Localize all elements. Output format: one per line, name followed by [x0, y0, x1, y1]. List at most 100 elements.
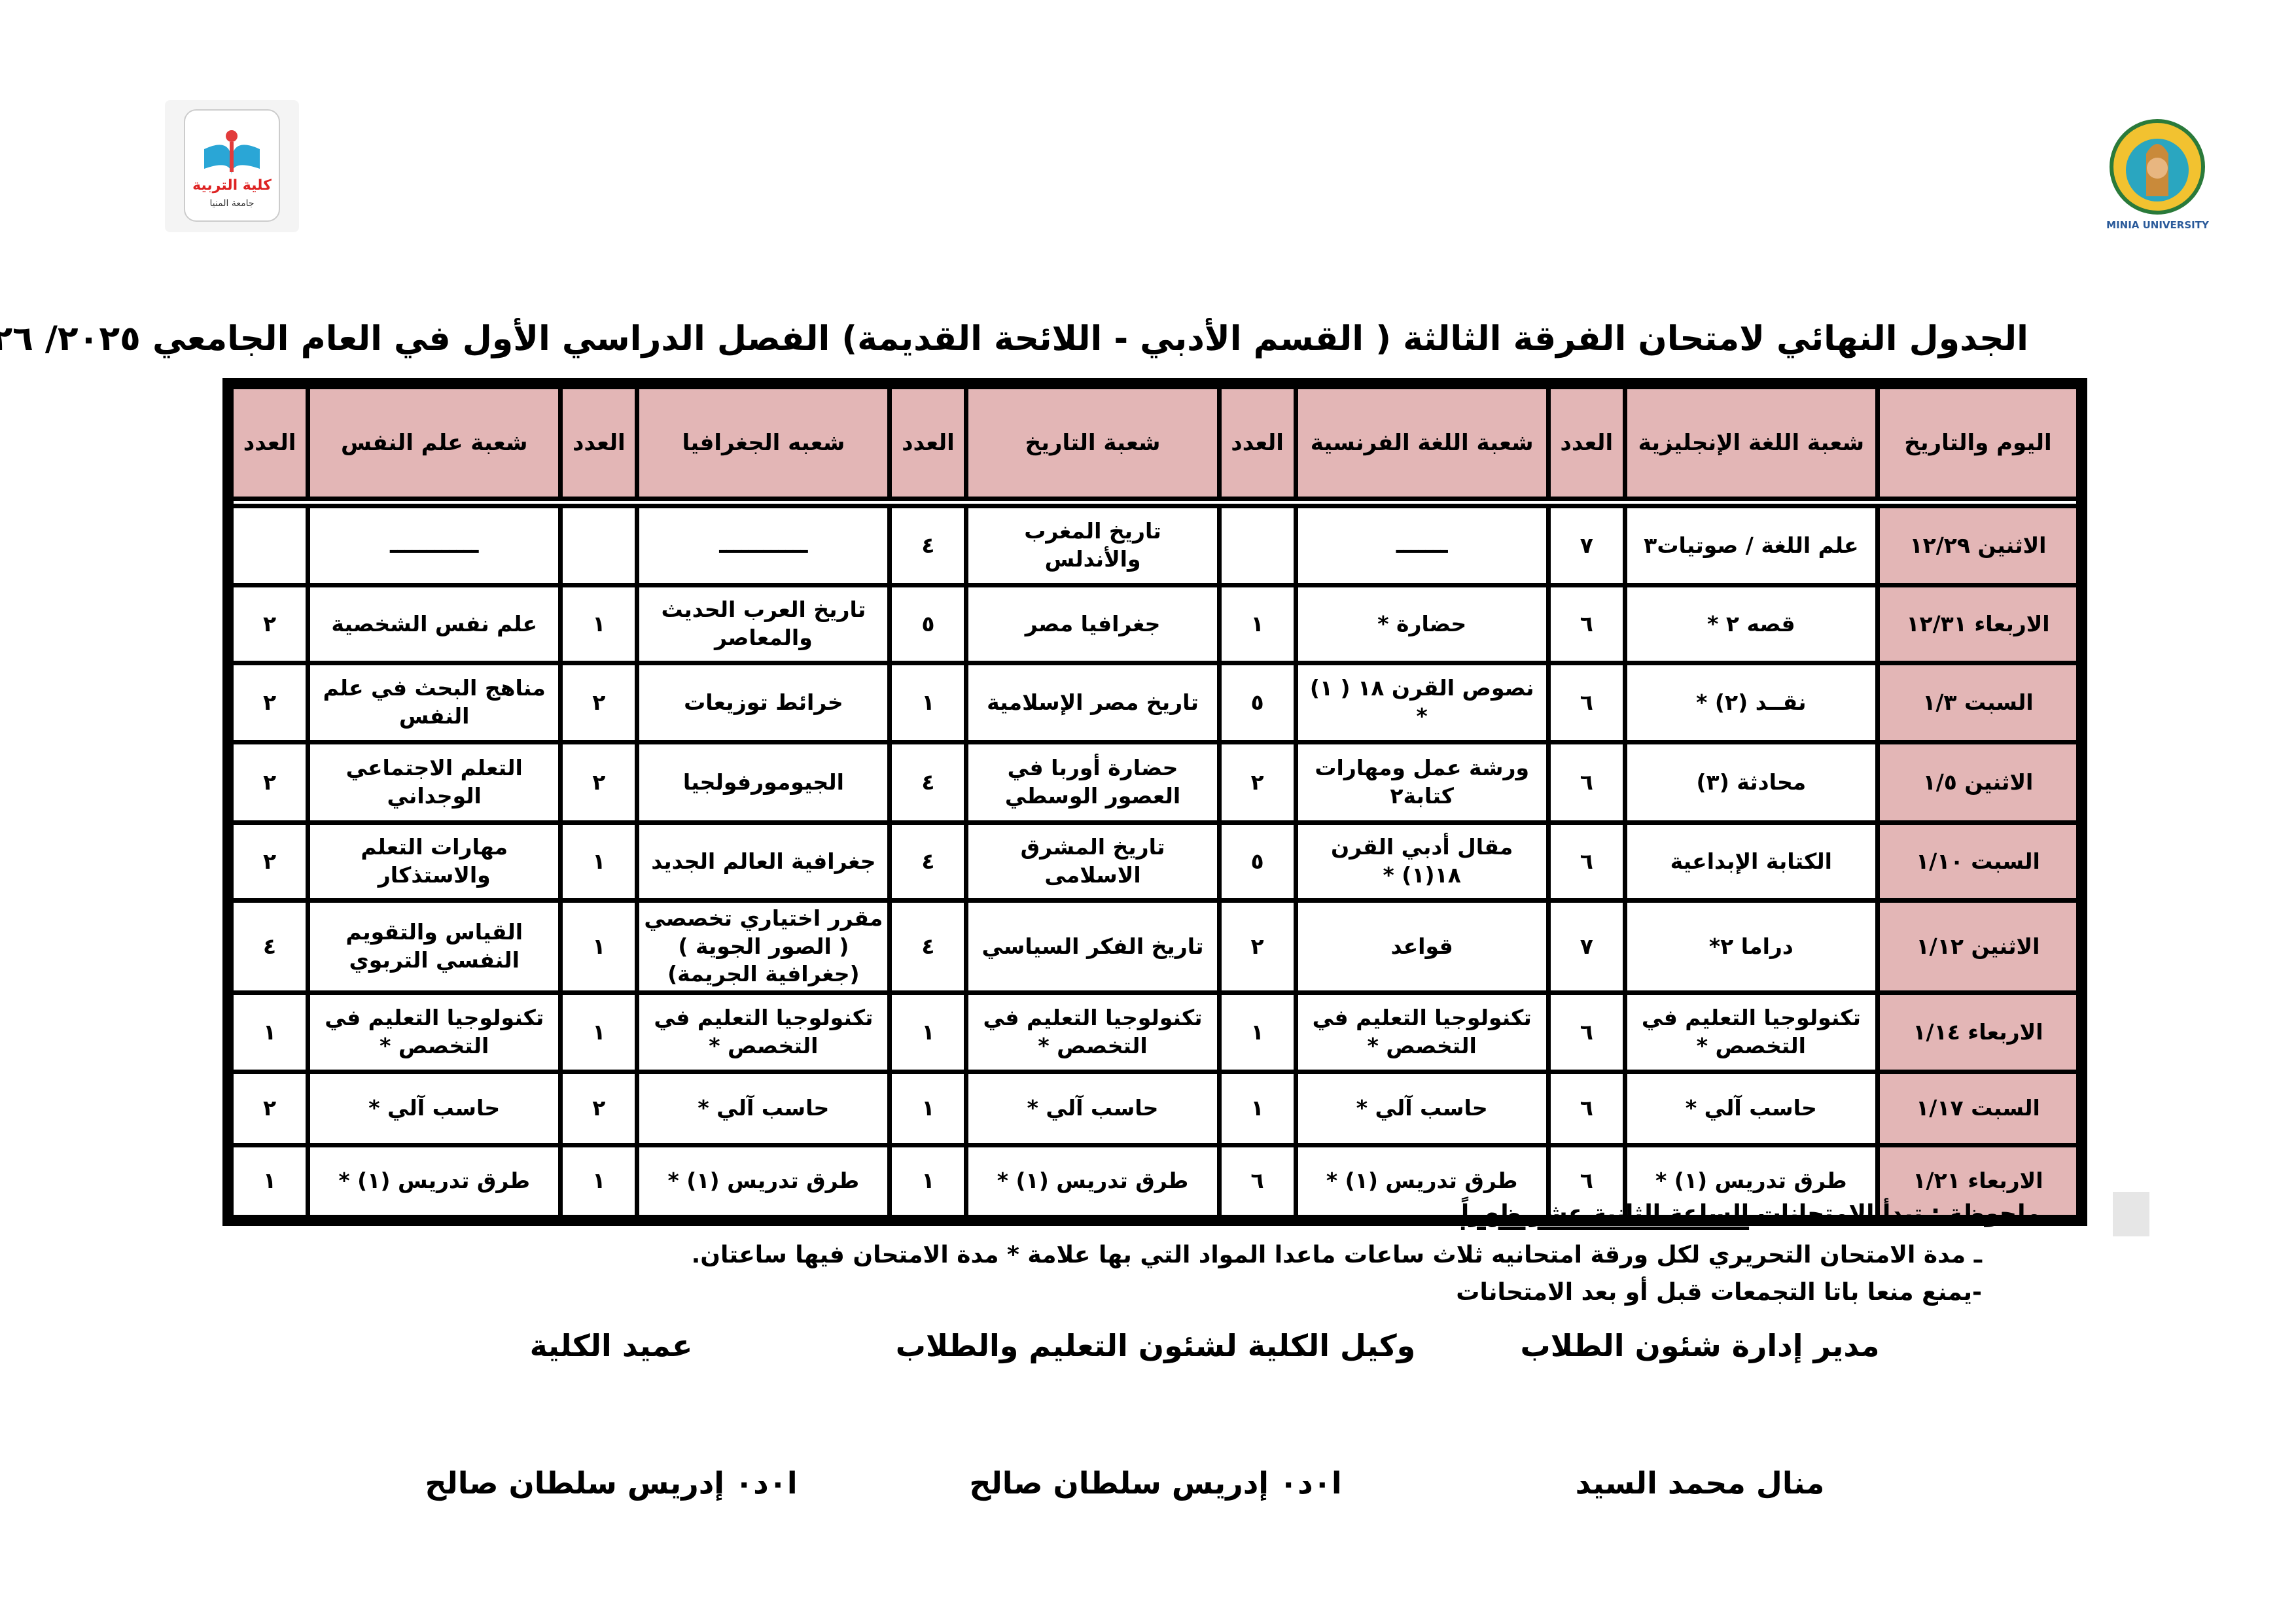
cell-subject: حاسب آلي * [968, 1074, 1217, 1143]
cell-subject: الجيومورفولجيا [639, 744, 888, 820]
cell-subject: ــــــــــــ [639, 508, 888, 583]
header-count: العدد [563, 389, 635, 497]
note-start-time: ملحوظة : تبدأ الامتحانات الساعة الثانية … [1461, 1200, 2041, 1227]
cell-count: ٢ [234, 587, 306, 661]
cell-count: ٦ [1221, 1147, 1294, 1215]
cell-count: ١ [892, 1147, 964, 1215]
header-department: شعبه الجغرافيا [639, 389, 888, 497]
separator-cell [234, 501, 2076, 504]
cell-day-date: الاربعاء ١٢/٣١ [1879, 587, 2076, 661]
header-department: شعبة علم النفس [310, 389, 559, 497]
note-duration: ـ مدة الامتحان التحريري لكل ورقة امتحاني… [691, 1242, 1982, 1268]
header-day-date: اليوم والتاريخ [1879, 389, 2076, 497]
cell-subject: قواعد [1298, 903, 1546, 990]
cell-count: ٧ [1550, 903, 1623, 990]
cell-count: ١ [563, 995, 635, 1070]
cell-count [563, 508, 635, 583]
table-row: الاربعاء ١٢/٣١ قصه ٢ * ٦ حضارة * ١ جغرافيا مص… [234, 587, 2076, 661]
cell-subject: حضارة أوربا في العصور الوسطي [968, 744, 1217, 820]
cell-day-date: السبت ١/١٠ [1879, 825, 2076, 898]
cell-subject: ـــــــ [1298, 508, 1546, 583]
table-row: الاربعاء ١/٢١ طرق تدريس (١) * ٦ طرق تدريس (… [234, 1147, 2076, 1215]
cell-day-date: السبت ١/٣ [1879, 665, 2076, 740]
minia-university-logo: MINIA UNIVERSITY [2094, 114, 2221, 239]
header-department: شعبة اللغة الفرنسية [1298, 389, 1546, 497]
cell-count: ٦ [1550, 825, 1623, 898]
signature-title-dean: عميد الكلية [529, 1328, 693, 1363]
cell-count: ٦ [1550, 1147, 1623, 1215]
cell-day-date: الاثنين ١/٥ [1879, 744, 2076, 820]
cell-count: ١ [1221, 995, 1294, 1070]
cell-subject: طرق تدريس (١) * [1627, 1147, 1875, 1215]
cell-subject: تكنولوجيا التعليم في التخصص * [968, 995, 1217, 1070]
cell-subject: مقال أدبي القرن ١٨(١) * [1298, 825, 1546, 898]
header-count: العدد [892, 389, 964, 497]
cell-count: ٢ [234, 825, 306, 898]
cell-subject: نصوص القرن ١٨ ( ١) * [1298, 665, 1546, 740]
cell-subject: جغرافية العالم الجديد [639, 825, 888, 898]
cell-subject: مقرر اختياري تخصصي ( الصور الجوية ) (جغر… [639, 903, 888, 990]
cell-day-date: الاربعاء ١/١٤ [1879, 995, 2076, 1070]
cell-count: ١ [1221, 587, 1294, 661]
cell-subject: التعلم الاجتماعي الوجداني [310, 744, 559, 820]
cell-count: ٦ [1550, 744, 1623, 820]
cell-count: ٥ [1221, 665, 1294, 740]
cell-subject: تاريخ المغرب والأندلس [968, 508, 1217, 583]
cell-subject: طرق تدريس (١) * [639, 1147, 888, 1215]
cell-subject: طرق تدريس (١) * [1298, 1147, 1546, 1215]
cell-count: ٢ [234, 744, 306, 820]
logo-right-subtext: MINIA UNIVERSITY [2106, 219, 2209, 231]
cell-subject: نقــد (٢) * [1627, 665, 1875, 740]
cell-count: ٢ [563, 744, 635, 820]
cell-count: ٤ [892, 744, 964, 820]
cell-subject: تكنولوجيا التعليم في التخصص * [1627, 995, 1875, 1070]
cell-subject: تاريخ الفكر السياسي [968, 903, 1217, 990]
header-department: شعبة اللغة الإنجليزية [1627, 389, 1875, 497]
cell-count: ٦ [1550, 665, 1623, 740]
table-row: الاربعاء ١/١٤ تكنولوجيا التعليم في التخصص… [234, 995, 2076, 1070]
cell-subject: مهارات التعلم والاستذكار [310, 825, 559, 898]
cell-subject: خرائط توزيعات [639, 665, 888, 740]
exam-schedule-table: اليوم والتاريخ شعبة اللغة الإنجليزية العدد… [222, 378, 2087, 1226]
table-row: الاثنين ١/١٢ دراما ٢* ٧ قواعد ٢ تاريخ الفكر ا… [234, 903, 2076, 990]
cell-subject: الكتابة الإبداعية [1627, 825, 1875, 898]
cell-count: ٢ [234, 665, 306, 740]
cell-subject: تاريخ العرب الحديث والمعاصر [639, 587, 888, 661]
signature-title-student-affairs: مدير إدارة شئون الطلاب [1520, 1328, 1880, 1363]
signature-name-student-affairs: منال محمد السيد [1575, 1465, 1825, 1501]
cell-subject: حاسب آلي * [1627, 1074, 1875, 1143]
cell-count: ٦ [1550, 995, 1623, 1070]
cell-subject: طرق تدريس (١) * [968, 1147, 1217, 1215]
table-row: السبت ١/١٧ حاسب آلي * ٦ حاسب آلي * ١ حاسب آلي… [234, 1074, 2076, 1143]
table-row: السبت ١/١٠ الكتابة الإبداعية ٦ مقال أدبي ال… [234, 825, 2076, 898]
cell-count [1221, 508, 1294, 583]
logo-left-subtext: جامعة المنيا [209, 198, 255, 209]
cell-count: ١ [234, 995, 306, 1070]
table-row: السبت ١/٣ نقــد (٢) * ٦ نصوص القرن ١٨ ( ١) … [234, 665, 2076, 740]
signature-title-vice-dean: وكيل الكلية لشئون التعليم والطلاب [895, 1328, 1416, 1363]
header-count: العدد [1221, 389, 1294, 497]
note-time: الساعة الثانية عشر ظهراً [1460, 1200, 1750, 1227]
cell-subject: محادثة (٣) [1627, 744, 1875, 820]
cell-count: ٧ [1550, 508, 1623, 583]
cell-count: ١ [563, 1147, 635, 1215]
faculty-of-education-logo: كلية التربية جامعة المنيا [165, 100, 299, 232]
cell-count: ٥ [1221, 825, 1294, 898]
signature-name-dean: ا٠د٠ إدريس سلطان صالح [425, 1465, 798, 1501]
table-row: الاثنين ١/٥ محادثة (٣) ٦ ورشة عمل ومهارات ك… [234, 744, 2076, 820]
cell-day-date: الاثنين ١٢/٢٩ [1879, 508, 2076, 583]
cell-day-date: السبت ١/١٧ [1879, 1074, 2076, 1143]
cell-subject: تكنولوجيا التعليم في التخصص * [1298, 995, 1546, 1070]
cell-count: ٢ [1221, 903, 1294, 990]
cell-count: ٦ [1550, 1074, 1623, 1143]
cell-count: ١ [563, 825, 635, 898]
cell-count: ٦ [1550, 587, 1623, 661]
cell-count: ١ [892, 1074, 964, 1143]
cell-count: ٢ [1221, 744, 1294, 820]
cell-count: ١ [892, 665, 964, 740]
cell-subject: جغرافيا مصر [968, 587, 1217, 661]
table-header-row: اليوم والتاريخ شعبة اللغة الإنجليزية العدد… [234, 389, 2076, 497]
cell-subject: حضارة * [1298, 587, 1546, 661]
cell-count: ٤ [892, 825, 964, 898]
cell-subject: تاريخ المشرق الاسلامى [968, 825, 1217, 898]
